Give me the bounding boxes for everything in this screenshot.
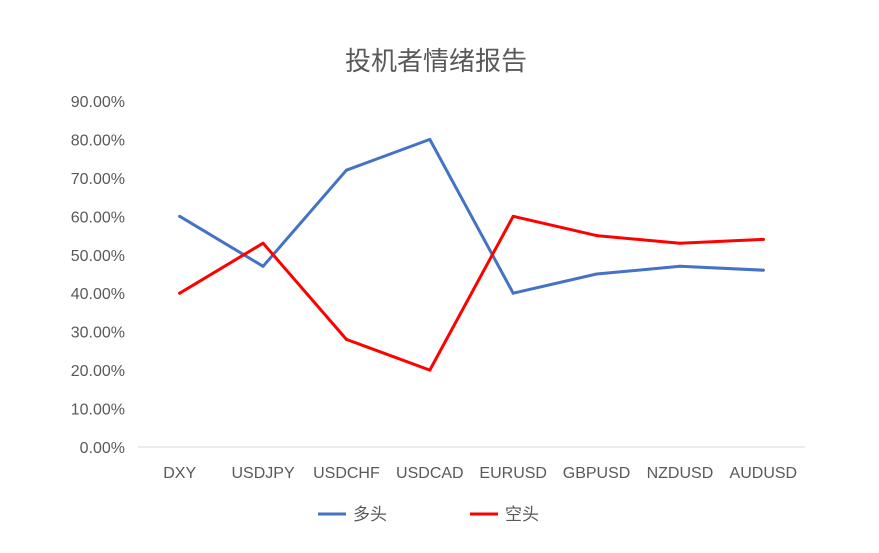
y-tick-label: 40.00% <box>71 286 125 303</box>
legend-label: 多头 <box>353 505 387 525</box>
data-point <box>261 241 265 245</box>
y-tick-label: 0.00% <box>80 440 125 457</box>
data-point <box>761 237 765 241</box>
x-axis-ticks: DXY USDJPY USDCHF USDCAD EURUSD GBPUSD NZDUSD A… <box>163 465 797 482</box>
legend-item[interactable]: 空头 <box>470 505 539 525</box>
data-point <box>761 268 765 272</box>
legend-label: 空头 <box>505 505 539 525</box>
data-point <box>595 272 599 276</box>
data-point <box>678 241 682 245</box>
data-point <box>344 337 348 341</box>
x-tick-label: EURUSD <box>479 465 547 482</box>
y-tick-label: 10.00% <box>71 402 125 419</box>
data-point <box>261 264 265 268</box>
data-point <box>428 137 432 141</box>
data-point <box>428 368 432 372</box>
x-tick-label: AUDUSD <box>730 465 798 482</box>
x-tick-label: NZDUSD <box>647 465 714 482</box>
data-point <box>178 291 182 295</box>
series-lines <box>178 137 765 372</box>
x-tick-label: USDCAD <box>396 465 464 482</box>
data-point <box>511 291 515 295</box>
y-tick-label: 30.00% <box>71 325 125 342</box>
legend-item[interactable]: 多头 <box>318 505 387 525</box>
chart-title: 投机者情绪报告 <box>345 47 527 77</box>
y-tick-label: 20.00% <box>71 363 125 380</box>
y-tick-label: 50.00% <box>71 248 125 265</box>
data-point <box>595 234 599 238</box>
y-tick-label: 80.00% <box>71 132 125 149</box>
x-tick-label: DXY <box>163 465 196 482</box>
y-tick-label: 90.00% <box>71 94 125 111</box>
data-point <box>344 168 348 172</box>
series-line-1 <box>178 214 765 372</box>
series-line-0 <box>178 137 765 295</box>
chart-legend[interactable]: 多头 空头 <box>318 505 539 525</box>
y-axis-ticks: 0.00% 10.00% 20.00% 30.00% 40.00% 50.00% 60.00… <box>71 94 125 457</box>
y-tick-label: 70.00% <box>71 171 125 188</box>
data-point <box>511 214 515 218</box>
data-point <box>678 264 682 268</box>
x-tick-label: USDCHF <box>313 465 380 482</box>
x-tick-label: GBPUSD <box>563 465 631 482</box>
y-tick-label: 60.00% <box>71 209 125 226</box>
x-tick-label: USDJPY <box>232 465 295 482</box>
data-point <box>178 214 182 218</box>
